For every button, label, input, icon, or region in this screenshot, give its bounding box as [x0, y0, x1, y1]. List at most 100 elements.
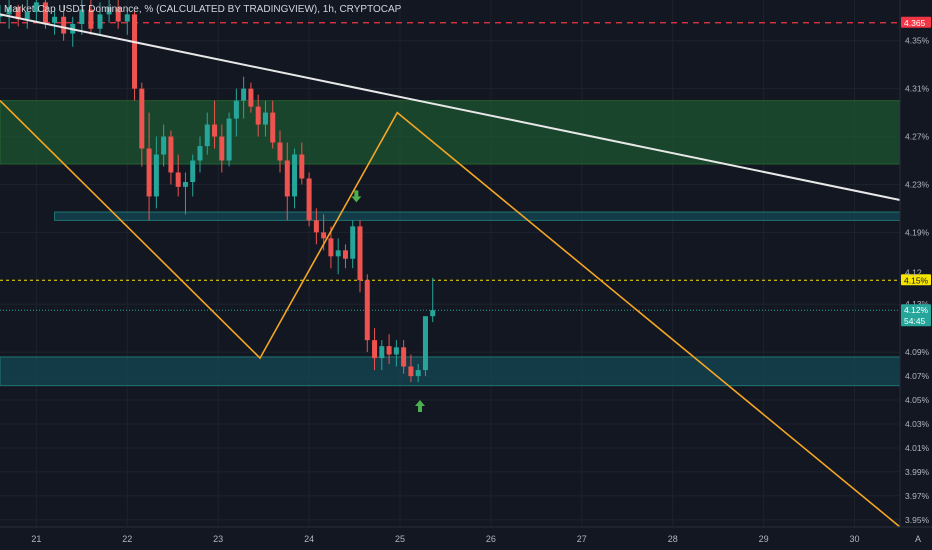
- x-tick-label: 27: [577, 534, 587, 544]
- descending-trendline: [0, 13, 901, 201]
- yellow-price-tag-label: 4.15%: [904, 275, 929, 285]
- candle-body: [168, 136, 174, 173]
- candle-body: [277, 142, 283, 161]
- candle-body: [175, 172, 181, 187]
- current-price-tag-bg: [901, 304, 931, 327]
- candle-body: [284, 160, 290, 197]
- y-tick-label: 3.99%: [905, 467, 930, 477]
- candle-body: [97, 14, 103, 29]
- y-tick-label: 4.23%: [905, 179, 930, 189]
- y-tick-label: 4.19%: [905, 227, 930, 237]
- candle-body: [153, 154, 159, 197]
- candle-body: [241, 88, 247, 101]
- yellow-price-tag-bg: [901, 274, 931, 286]
- x-tick-label: 23: [213, 534, 223, 544]
- candle-body: [6, 7, 12, 15]
- candle-body: [233, 100, 239, 119]
- candle-body: [132, 14, 138, 89]
- y-tick-label: 4.01%: [905, 443, 930, 453]
- candle-body: [146, 148, 152, 197]
- y-tick-label: 4.09%: [905, 347, 930, 357]
- y-tick-label: 4.05%: [905, 395, 930, 405]
- red-price-tag-label: 4.365: [904, 18, 926, 28]
- current-price-tag-countdown: 54:45: [904, 316, 926, 326]
- current-price-tag-label: 4.12%: [904, 305, 929, 315]
- y-tick-label: 4.35%: [905, 36, 930, 46]
- x-tick-label: 28: [668, 534, 678, 544]
- x-tick-label: 22: [122, 534, 132, 544]
- candle-body: [219, 136, 225, 161]
- candle-body: [255, 106, 261, 125]
- candle-body: [430, 310, 436, 317]
- upper-cut-label: 4.1?: [905, 267, 922, 277]
- auto-scale-button: A: [915, 534, 921, 544]
- candle-body: [401, 347, 407, 367]
- candle-body: [321, 232, 327, 239]
- x-tick-label: 21: [31, 534, 41, 544]
- candle-body: [226, 118, 232, 161]
- x-axis-background: [0, 527, 932, 550]
- candle-body: [393, 347, 399, 355]
- candle-body: [190, 160, 196, 183]
- candle-body: [115, 7, 121, 22]
- candle-body: [350, 226, 356, 259]
- x-tick-label: 26: [486, 534, 496, 544]
- candle-body: [33, 2, 39, 12]
- candle-body: [364, 280, 370, 341]
- candle-body: [415, 370, 421, 377]
- y-tick-label: 3.95%: [905, 515, 930, 525]
- red-price-tag-bg: [901, 16, 931, 28]
- x-tick-label: 24: [304, 534, 314, 544]
- candle-body: [212, 124, 218, 137]
- candle-body: [357, 226, 363, 281]
- candle-body: [408, 366, 414, 377]
- candle-body: [262, 112, 268, 125]
- candle-body: [328, 238, 334, 257]
- x-tick-label: 29: [759, 534, 769, 544]
- candle-body: [204, 124, 210, 147]
- candle-body: [61, 16, 67, 34]
- candle-body: [248, 88, 254, 107]
- x-tick-label: 30: [850, 534, 860, 544]
- candle-body: [42, 2, 48, 23]
- arrow-down-icon: [351, 190, 362, 203]
- candle-body: [15, 7, 21, 20]
- chart-title: Market Cap USDT Dominance, % (CALCULATED…: [4, 4, 402, 15]
- zone-mid-support: [54, 211, 901, 221]
- y-tick-label: 4.31%: [905, 84, 930, 94]
- candle-body: [182, 182, 188, 187]
- candle-body: [88, 9, 94, 29]
- candle-body: [335, 250, 341, 257]
- candle-body: [299, 154, 305, 179]
- candle-body: [124, 14, 130, 22]
- candle-body: [24, 11, 30, 20]
- candle-body: [379, 346, 385, 359]
- y-tick-label: 3.97%: [905, 491, 930, 501]
- y-tick-label: 4.03%: [905, 419, 930, 429]
- candle-body: [313, 220, 319, 233]
- candle-body: [292, 154, 298, 197]
- arrow-up-icon: [415, 400, 425, 413]
- horizontal-levels: [0, 22, 900, 311]
- y-tick-label: 4.07%: [905, 371, 930, 381]
- y-tick-label: 4.27%: [905, 132, 930, 142]
- drawings: [0, 13, 901, 528]
- candle-body: [270, 112, 276, 143]
- x-tick-label: 25: [395, 534, 405, 544]
- candle-body: [79, 9, 85, 24]
- candle-body: [52, 16, 58, 23]
- candle-body: [197, 146, 203, 161]
- zigzag-projection: [0, 100, 901, 528]
- candle-body: [342, 250, 348, 259]
- candle-body: [106, 7, 112, 15]
- candle-body: [386, 346, 392, 355]
- candle-body: [422, 316, 428, 371]
- candle-body: [161, 136, 167, 155]
- candle-body: [306, 178, 312, 221]
- candle-body: [139, 88, 145, 149]
- candle-body: [372, 340, 378, 359]
